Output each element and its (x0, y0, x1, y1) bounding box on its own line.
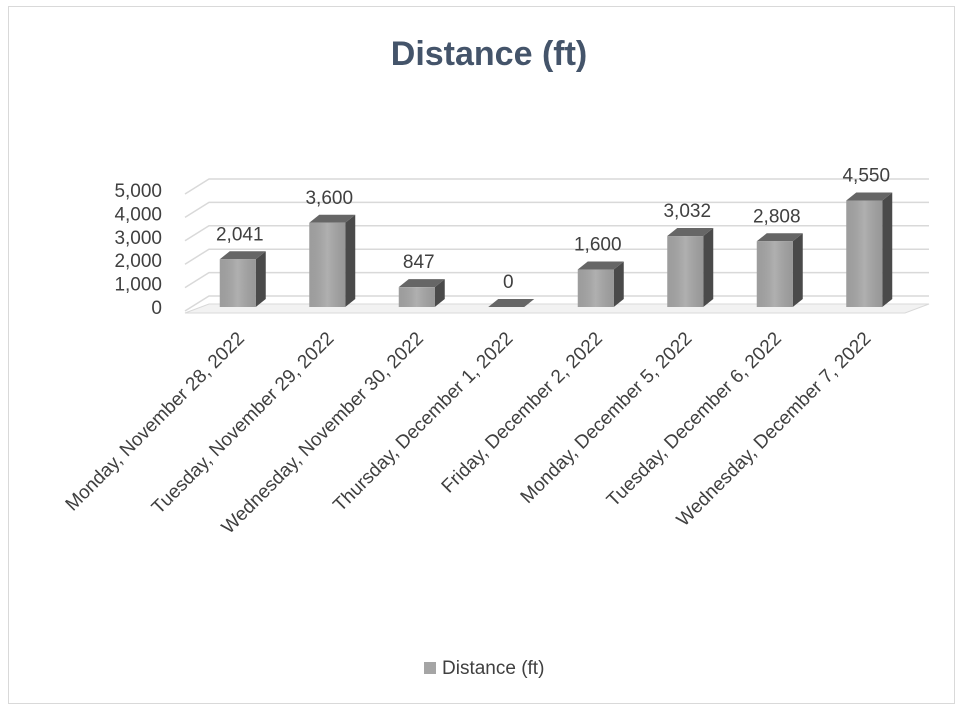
bar-front-shine (398, 287, 435, 307)
bar-front-shine (577, 269, 614, 307)
bar-side (703, 228, 714, 307)
grid-line (184, 178, 929, 195)
bar-top (309, 214, 356, 223)
bar-front-shine (309, 222, 346, 307)
bar-top (577, 261, 624, 270)
data-label: 3,600 (305, 188, 353, 209)
grid-line (184, 225, 929, 242)
bar-top (488, 299, 535, 307)
bar-side (882, 192, 893, 307)
data-label: 1,600 (574, 235, 622, 256)
bar (577, 261, 624, 307)
bar-top (219, 251, 266, 260)
data-label: 847 (403, 252, 435, 273)
bar-front-shine (219, 259, 256, 307)
legend-swatch (424, 662, 436, 674)
bar-top (756, 233, 803, 242)
y-tick-label: 2,000 (114, 251, 162, 272)
floor (184, 303, 930, 314)
bar-side (434, 279, 445, 307)
y-tick-label: 0 (151, 298, 162, 319)
bar-side (255, 251, 266, 307)
grid-line (184, 201, 929, 219)
bar-side (792, 233, 803, 307)
chart-frame (8, 6, 955, 704)
bar (309, 214, 356, 307)
y-tick-label: 1,000 (114, 275, 162, 296)
bar (756, 233, 803, 307)
bar-front-shine (846, 200, 883, 307)
y-tick-label: 5,000 (114, 181, 162, 202)
bar-top (398, 279, 445, 288)
legend-label: Distance (ft) (442, 658, 544, 679)
bar-side (345, 214, 356, 307)
bar-side (613, 261, 624, 307)
data-label: 2,041 (216, 224, 264, 245)
bar-top (667, 228, 714, 237)
bar (398, 279, 445, 307)
bar-top (846, 192, 893, 201)
data-label: 2,808 (753, 206, 801, 227)
bar-front-shine (756, 241, 793, 307)
y-tick-label: 4,000 (114, 204, 162, 225)
y-tick-label: 3,000 (114, 228, 162, 249)
bar (219, 251, 266, 307)
bar (667, 228, 714, 307)
bar-front-shine (667, 236, 704, 307)
data-label: 0 (503, 272, 514, 293)
bar (488, 299, 535, 307)
data-label: 4,550 (842, 166, 890, 187)
data-label: 3,032 (663, 201, 711, 222)
chart-title: Distance (ft) (391, 35, 587, 73)
bar (846, 192, 893, 307)
